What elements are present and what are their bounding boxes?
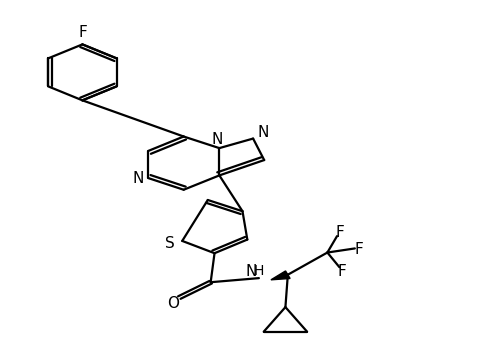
- Polygon shape: [271, 271, 289, 280]
- Text: N: N: [211, 132, 222, 147]
- Text: N: N: [245, 264, 257, 279]
- Text: N: N: [132, 171, 143, 186]
- Text: F: F: [337, 264, 346, 279]
- Text: N: N: [257, 125, 268, 140]
- Text: F: F: [354, 241, 363, 257]
- Text: F: F: [334, 225, 343, 240]
- Text: H: H: [253, 264, 264, 278]
- Text: F: F: [78, 25, 87, 40]
- Text: S: S: [165, 236, 175, 251]
- Text: O: O: [167, 296, 179, 311]
